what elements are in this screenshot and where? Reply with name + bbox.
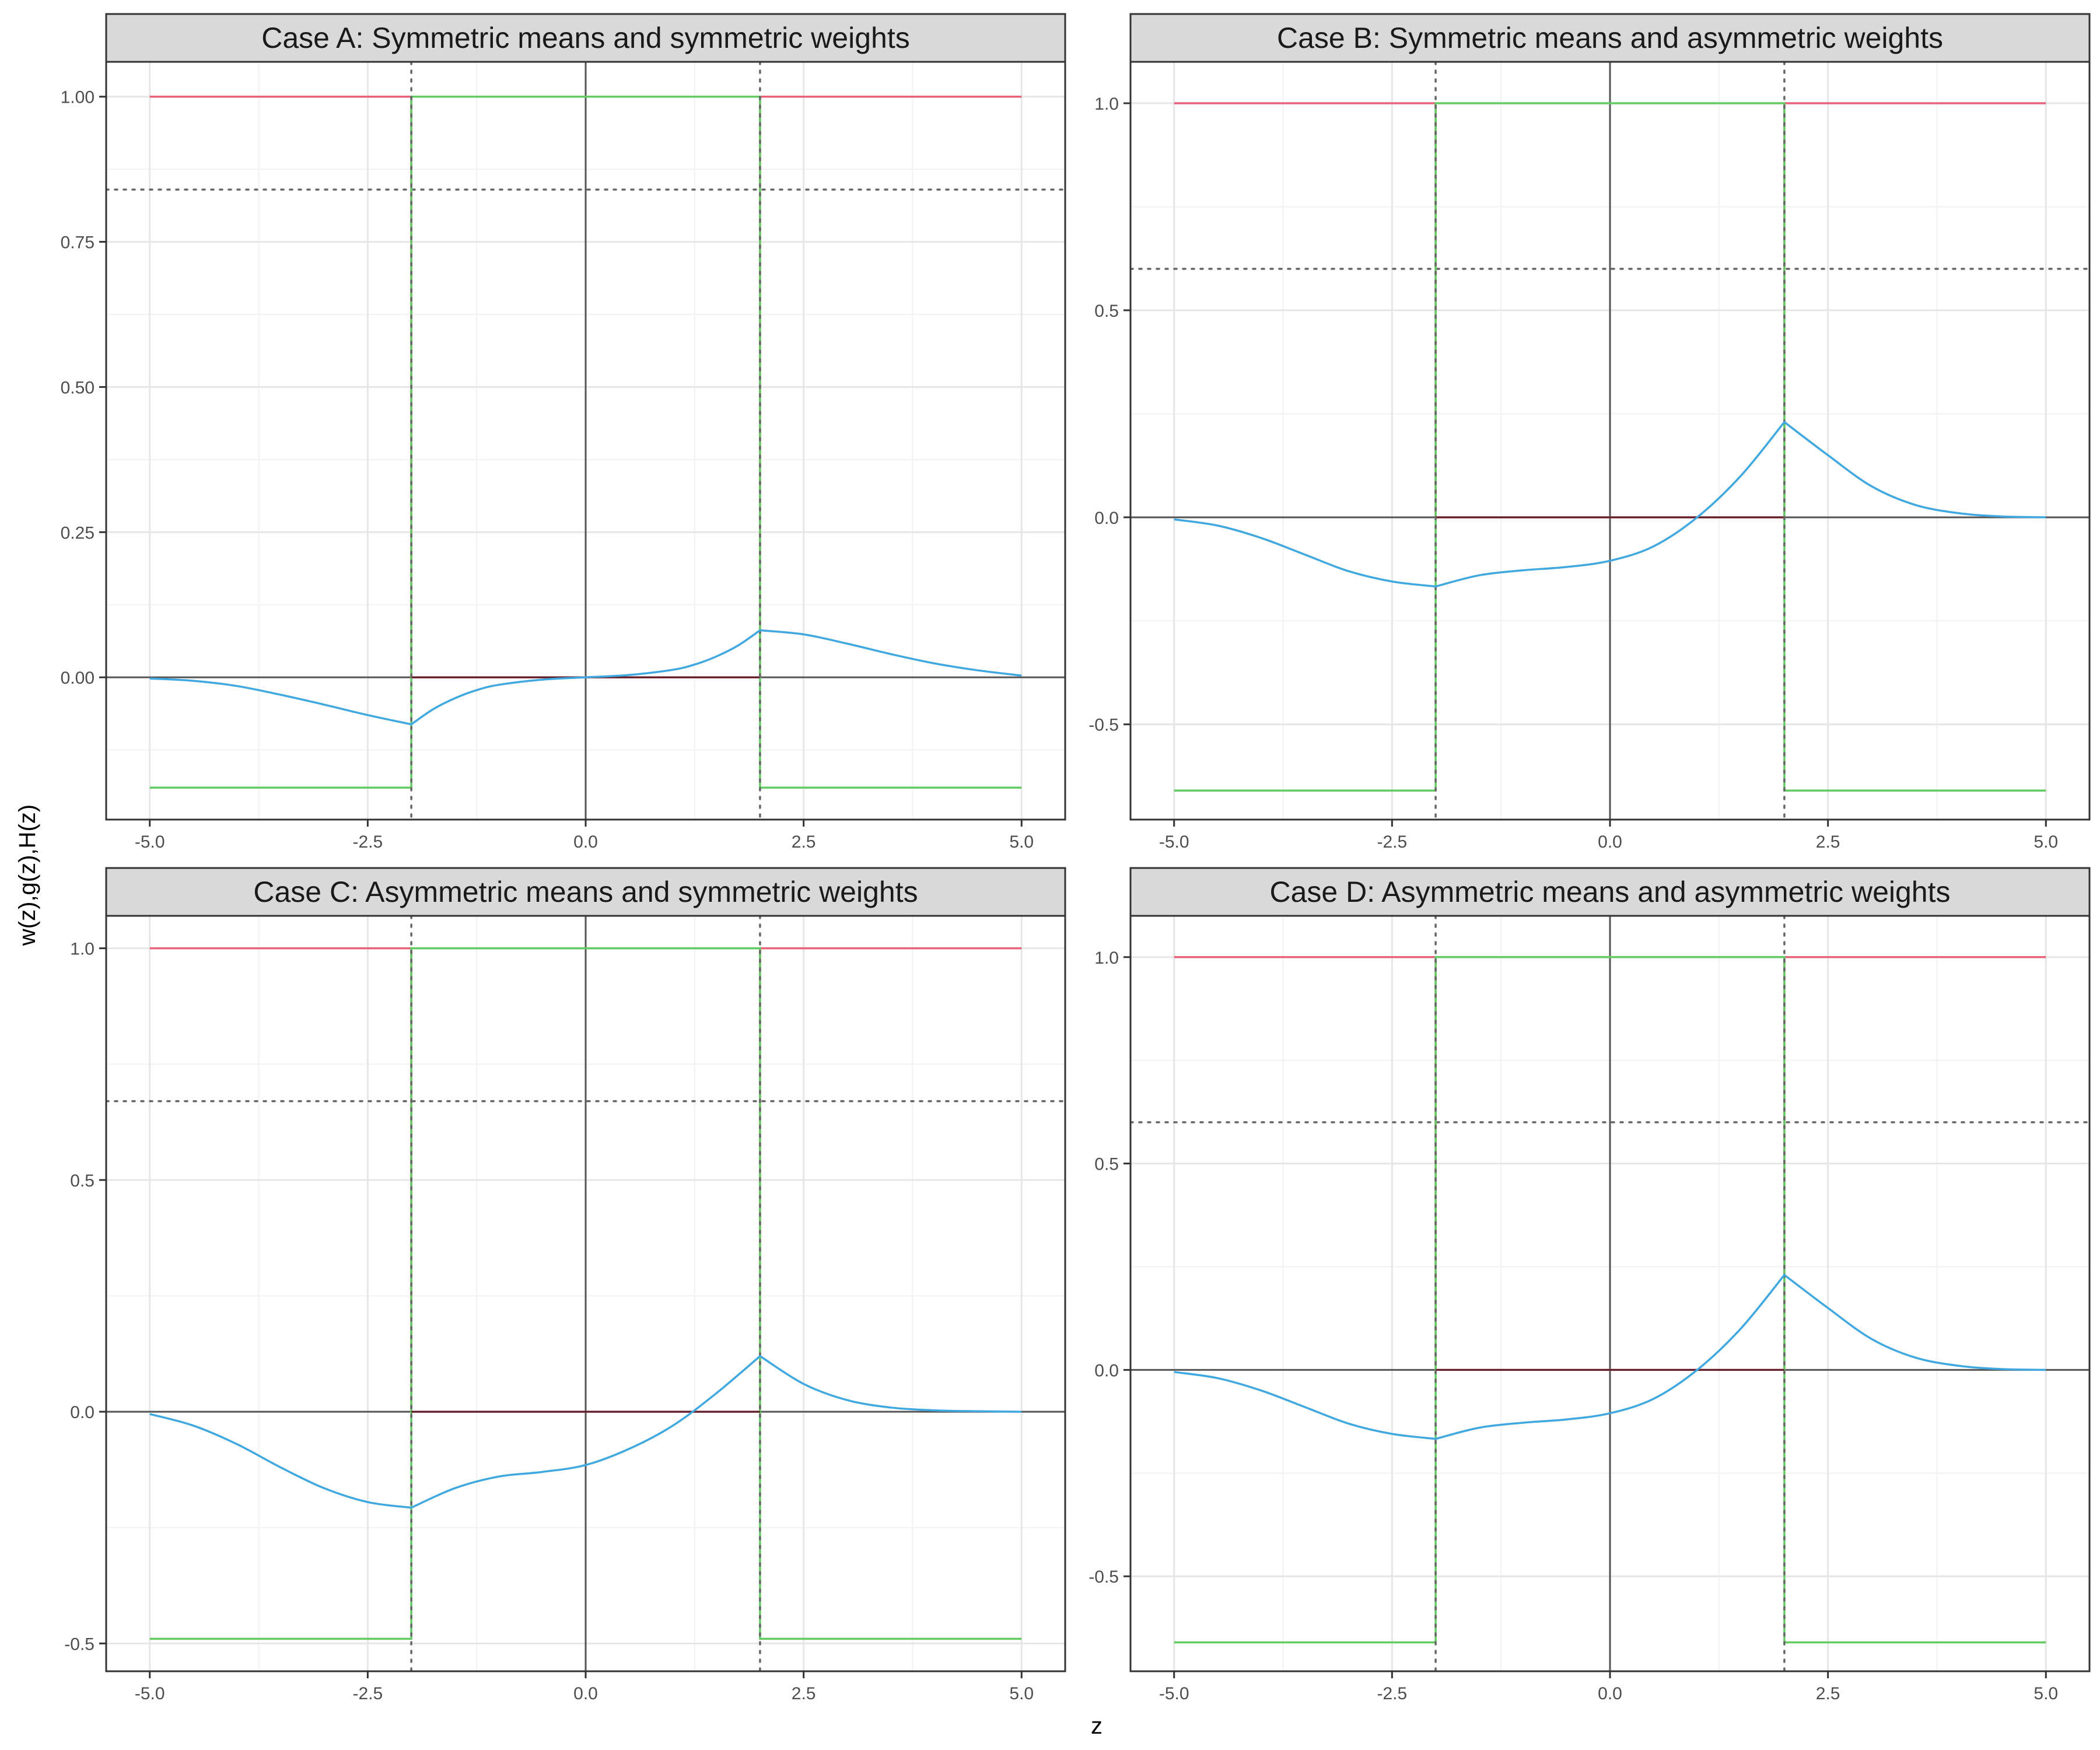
plot-data	[1130, 62, 2090, 820]
x-tick-label: 5.0	[2034, 832, 2058, 852]
x-tick-label: -2.5	[1377, 832, 1408, 852]
y-tick-label: 1.0	[1094, 94, 1119, 114]
x-tick-label: 2.5	[1816, 1684, 1840, 1703]
series-H	[1174, 1273, 2046, 1440]
x-tick-label: 2.5	[792, 1684, 816, 1703]
y-tick-label: 0.75	[61, 233, 94, 253]
y-tick-label: 1.0	[70, 940, 94, 959]
x-tick-label: 0.0	[573, 1684, 598, 1703]
y-tick-label: 0.0	[1094, 509, 1119, 528]
x-tick-label: 2.5	[1816, 832, 1840, 852]
y-tick-label: 0.50	[61, 378, 94, 397]
x-tick-label: 0.0	[1598, 1684, 1622, 1703]
x-tick-label: 5.0	[1009, 832, 1034, 852]
strip-background	[1129, 867, 2091, 917]
series-g	[149, 95, 1022, 789]
y-tick-label: -0.5	[1088, 716, 1119, 735]
y-tick-label: 1.00	[61, 88, 94, 107]
x-tick-label: 5.0	[2034, 1684, 2058, 1703]
y-tick-label: 1.0	[1094, 949, 1119, 968]
panel-3: Case C: Asymmetric means and symmetric w…	[64, 867, 1066, 1703]
panel-title: Case C: Asymmetric means and symmetric w…	[253, 876, 918, 908]
plot-data	[106, 916, 1065, 1671]
x-tick-label: 0.0	[1598, 832, 1622, 852]
series-H	[149, 629, 1022, 726]
x-tick-label: -5.0	[135, 1684, 165, 1703]
strip-background	[105, 13, 1066, 63]
x-tick-label: 2.5	[792, 832, 816, 852]
strip-background	[105, 867, 1066, 917]
y-tick-label: 0.25	[61, 523, 94, 542]
x-tick-label: -5.0	[1159, 832, 1189, 852]
panel-title: Case D: Asymmetric means and asymmetric …	[1269, 876, 1950, 908]
y-tick-label: 0.00	[61, 668, 94, 688]
panel-title: Case B: Symmetric means and asymmetric w…	[1277, 22, 1943, 54]
x-tick-label: -2.5	[353, 832, 383, 852]
series-g	[1174, 102, 2046, 792]
x-tick-label: -2.5	[353, 1684, 383, 1703]
y-tick-label: -0.5	[64, 1634, 94, 1654]
panels: Case A: Symmetric means and symmetric we…	[61, 13, 2091, 1703]
x-tick-label: 0.0	[573, 832, 598, 852]
x-tick-label: -5.0	[1159, 1684, 1189, 1703]
plot-data	[1130, 916, 2090, 1671]
x-tick-label: -2.5	[1377, 1684, 1408, 1703]
series-H	[149, 1354, 1022, 1509]
y-axis-title: w(z),g(z),H(z)	[15, 804, 40, 946]
panel-title: Case A: Symmetric means and symmetric we…	[261, 22, 909, 54]
panel-2: Case B: Symmetric means and asymmetric w…	[1088, 13, 2091, 852]
panel-4: Case D: Asymmetric means and asymmetric …	[1088, 867, 2091, 1703]
strip-background	[1129, 13, 2091, 63]
series-g	[1174, 956, 2046, 1644]
y-tick-label: 0.5	[1094, 1155, 1119, 1174]
y-tick-label: 0.0	[1094, 1361, 1119, 1380]
y-tick-label: 0.5	[1094, 302, 1119, 321]
y-tick-label: -0.5	[1088, 1567, 1119, 1587]
plot-data	[106, 62, 1065, 820]
y-tick-label: 0.5	[70, 1171, 94, 1191]
x-tick-label: 5.0	[1009, 1684, 1034, 1703]
panel-1: Case A: Symmetric means and symmetric we…	[61, 13, 1066, 852]
x-tick-label: -5.0	[135, 832, 165, 852]
series-H	[1174, 421, 2046, 588]
series-g	[149, 947, 1022, 1640]
x-axis-title: z	[1091, 1713, 1102, 1739]
y-tick-label: 0.0	[70, 1403, 94, 1422]
